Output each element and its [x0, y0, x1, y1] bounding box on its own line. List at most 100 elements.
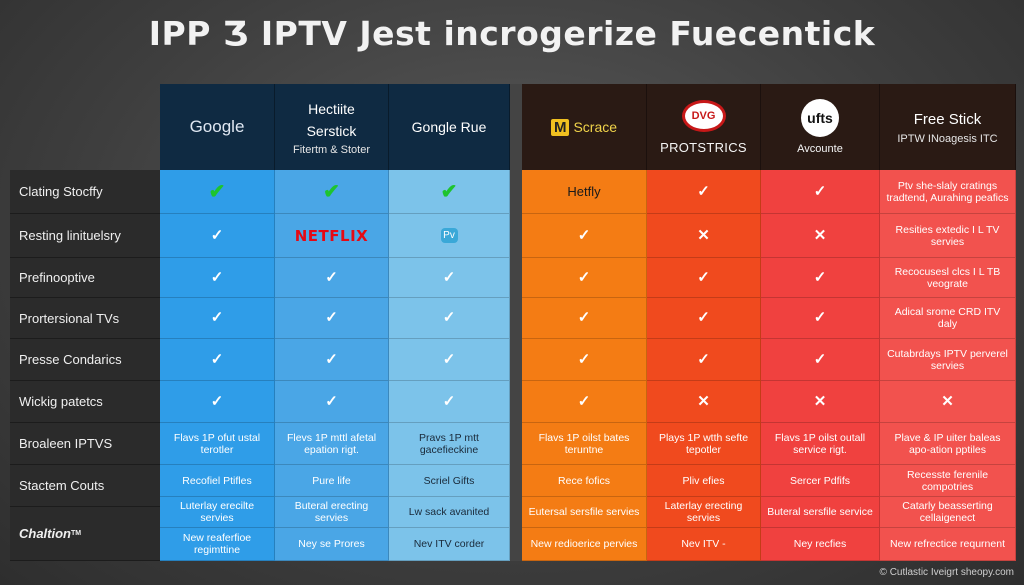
table-cell: ✓	[647, 339, 761, 381]
table-cell: ✕	[880, 381, 1016, 423]
header-subtitle: Fitertm & Stoter	[292, 144, 371, 156]
check-icon: ✓	[442, 350, 456, 368]
cell-text: Scriel Gifts	[423, 474, 475, 487]
table-cell: ✓	[275, 339, 389, 381]
row-label-wickig: Wickig patetcs	[10, 381, 160, 423]
cell-text: Luterlay erecilte servies	[179, 500, 255, 524]
check-icon: ✓	[442, 309, 456, 326]
table-cell: NETFLIX	[275, 214, 389, 258]
row-label-stactem: Stactem Couts	[10, 465, 160, 507]
cell-text: Pure life	[312, 474, 351, 487]
table-cell: Cutabrdays IPTV perverel servies	[880, 339, 1016, 381]
table-cell: ✓	[522, 258, 647, 298]
check-icon: ✓	[577, 268, 591, 286]
table-cell: ✓	[647, 298, 761, 339]
trademark-mark: TM	[71, 530, 82, 537]
table-cell: Flavs 1P oilst outall service rigt.	[761, 423, 880, 465]
cell-text: Ney recfies	[793, 538, 847, 550]
header-gongle-rue: Gongle Rue	[389, 84, 510, 170]
cell-text: Ney se Prores	[298, 538, 365, 550]
check-icon: ✓	[325, 392, 338, 410]
pv-badge-icon: Pv	[440, 228, 458, 243]
scrace-logo-text: Scrace	[573, 119, 618, 135]
table-cell: Luterlay erecilte servies	[160, 497, 275, 528]
table-cell: ✔	[389, 170, 510, 214]
table-cell: ✕	[761, 214, 880, 258]
cell-text: Lw sack avanited	[408, 506, 490, 518]
row-label-clating: Clating Stocffy	[10, 170, 160, 214]
table-cell: Buteral sersfile service	[761, 497, 880, 528]
netflix-logo: NETFLIX	[294, 226, 369, 245]
chaltion-logo-text: Chaltion	[19, 526, 71, 541]
table-cell: Eutersal sersfile servies	[522, 497, 647, 528]
check-icon: ✓	[577, 226, 591, 244]
row-label-broaleen: Broaleen IPTVS	[10, 423, 160, 465]
table-cell: ✓	[761, 339, 880, 381]
table-cell: ✓	[389, 258, 510, 298]
table-cell: Catarly beasserting cellaigenect	[880, 497, 1016, 528]
table-cell: ✓	[522, 298, 647, 339]
table-cell: ✓	[647, 170, 761, 214]
table-cell: ✕	[761, 381, 880, 423]
table-cell: ✔	[160, 170, 275, 214]
header-scrace: M Scrace	[522, 84, 647, 170]
table-cell: Plave & IP uiter baleas apo-ation pptile…	[880, 423, 1016, 465]
cell-text: Cutabrdays IPTV perverel servies	[887, 347, 1008, 372]
check-icon: ✓	[577, 392, 591, 410]
google-logo-text: Google	[189, 117, 245, 136]
cell-text: Pliv efies	[682, 474, 725, 487]
cell-text: Nev ITV -	[681, 538, 726, 550]
check-icon: ✓	[442, 268, 456, 286]
check-icon: ✓	[697, 268, 710, 286]
cell-text: Rece fofics	[558, 474, 610, 487]
table-cell: ✓	[275, 381, 389, 423]
table-cell: ✓	[522, 339, 647, 381]
table-cell: Buteral erecting servies	[275, 497, 389, 528]
header-line-1: Hectiite	[308, 101, 355, 117]
cross-icon: ✕	[697, 226, 710, 244]
check-icon: ✓	[697, 350, 710, 368]
cell-text: Adical srome CRD ITV daly	[894, 306, 1001, 330]
cell-text: Ptv she-slaly cratings tradtend, Aurahin…	[886, 179, 1009, 204]
table-cell: New refrectice requrnent	[880, 528, 1016, 561]
row-label-prortersional: Prortersional TVs	[10, 298, 160, 339]
table-cell: Recocusesl clcs I L TB veograte	[880, 258, 1016, 298]
table-cell: Flavs 1P oilst bates teruntne	[522, 423, 647, 465]
cell-text: Sercer Pdfifs	[789, 474, 851, 487]
check-icon: ✔	[440, 180, 458, 203]
avcounte-text: Avcounte	[797, 143, 843, 155]
free-stick-subtitle: IPTW INoagesis ITC	[897, 133, 998, 145]
table-cell: ✓	[160, 381, 275, 423]
row-label-resting: Resting linituelsry	[10, 214, 160, 258]
cross-icon: ✕	[941, 392, 954, 410]
table-cell: Adical srome CRD ITV daly	[880, 298, 1016, 339]
check-icon: ✓	[210, 350, 224, 368]
table-cell: Rece fofics	[522, 465, 647, 497]
table-cell: Hetfly	[522, 170, 647, 214]
cell-text: Recocusesl clcs I L TB veograte	[894, 265, 1001, 290]
table-cell: Nev ITV -	[647, 528, 761, 561]
cross-icon: ✕	[813, 392, 827, 410]
cell-text: New refrectice requrnent	[890, 538, 1005, 550]
check-icon: ✓	[325, 350, 338, 368]
check-icon: ✓	[697, 309, 710, 326]
check-icon: ✓	[210, 226, 224, 244]
table-cell: ✓	[389, 339, 510, 381]
cell-text: New reaferfioe regimttine	[182, 532, 252, 556]
cell-text: Laterlay erecting servies	[664, 500, 743, 524]
cell-text: New redioerice pervies	[530, 538, 638, 550]
table-cell: ✓	[160, 339, 275, 381]
table-cell: ✓	[389, 298, 510, 339]
ufts-logo-icon: ufts	[801, 99, 839, 137]
cross-icon: ✕	[813, 226, 827, 244]
table-cell: ✓	[522, 381, 647, 423]
table-cell: Plays 1P wtth sefte tepotler	[647, 423, 761, 465]
check-icon: ✓	[813, 182, 827, 200]
cell-text: Plave & IP uiter baleas apo-ation pptile…	[894, 431, 1001, 456]
check-icon: ✔	[208, 180, 226, 203]
footer-credit: © Cutlastic Iveigrt sheopy.com	[879, 567, 1014, 578]
scrace-logo: M Scrace	[550, 118, 618, 136]
page-title: IPP Ʒ IPTV Jest incrogerize Fuecentick	[148, 14, 876, 53]
table-cell: Recesste ferenile compotries	[880, 465, 1016, 497]
mt-logo-icon: M	[550, 118, 570, 136]
